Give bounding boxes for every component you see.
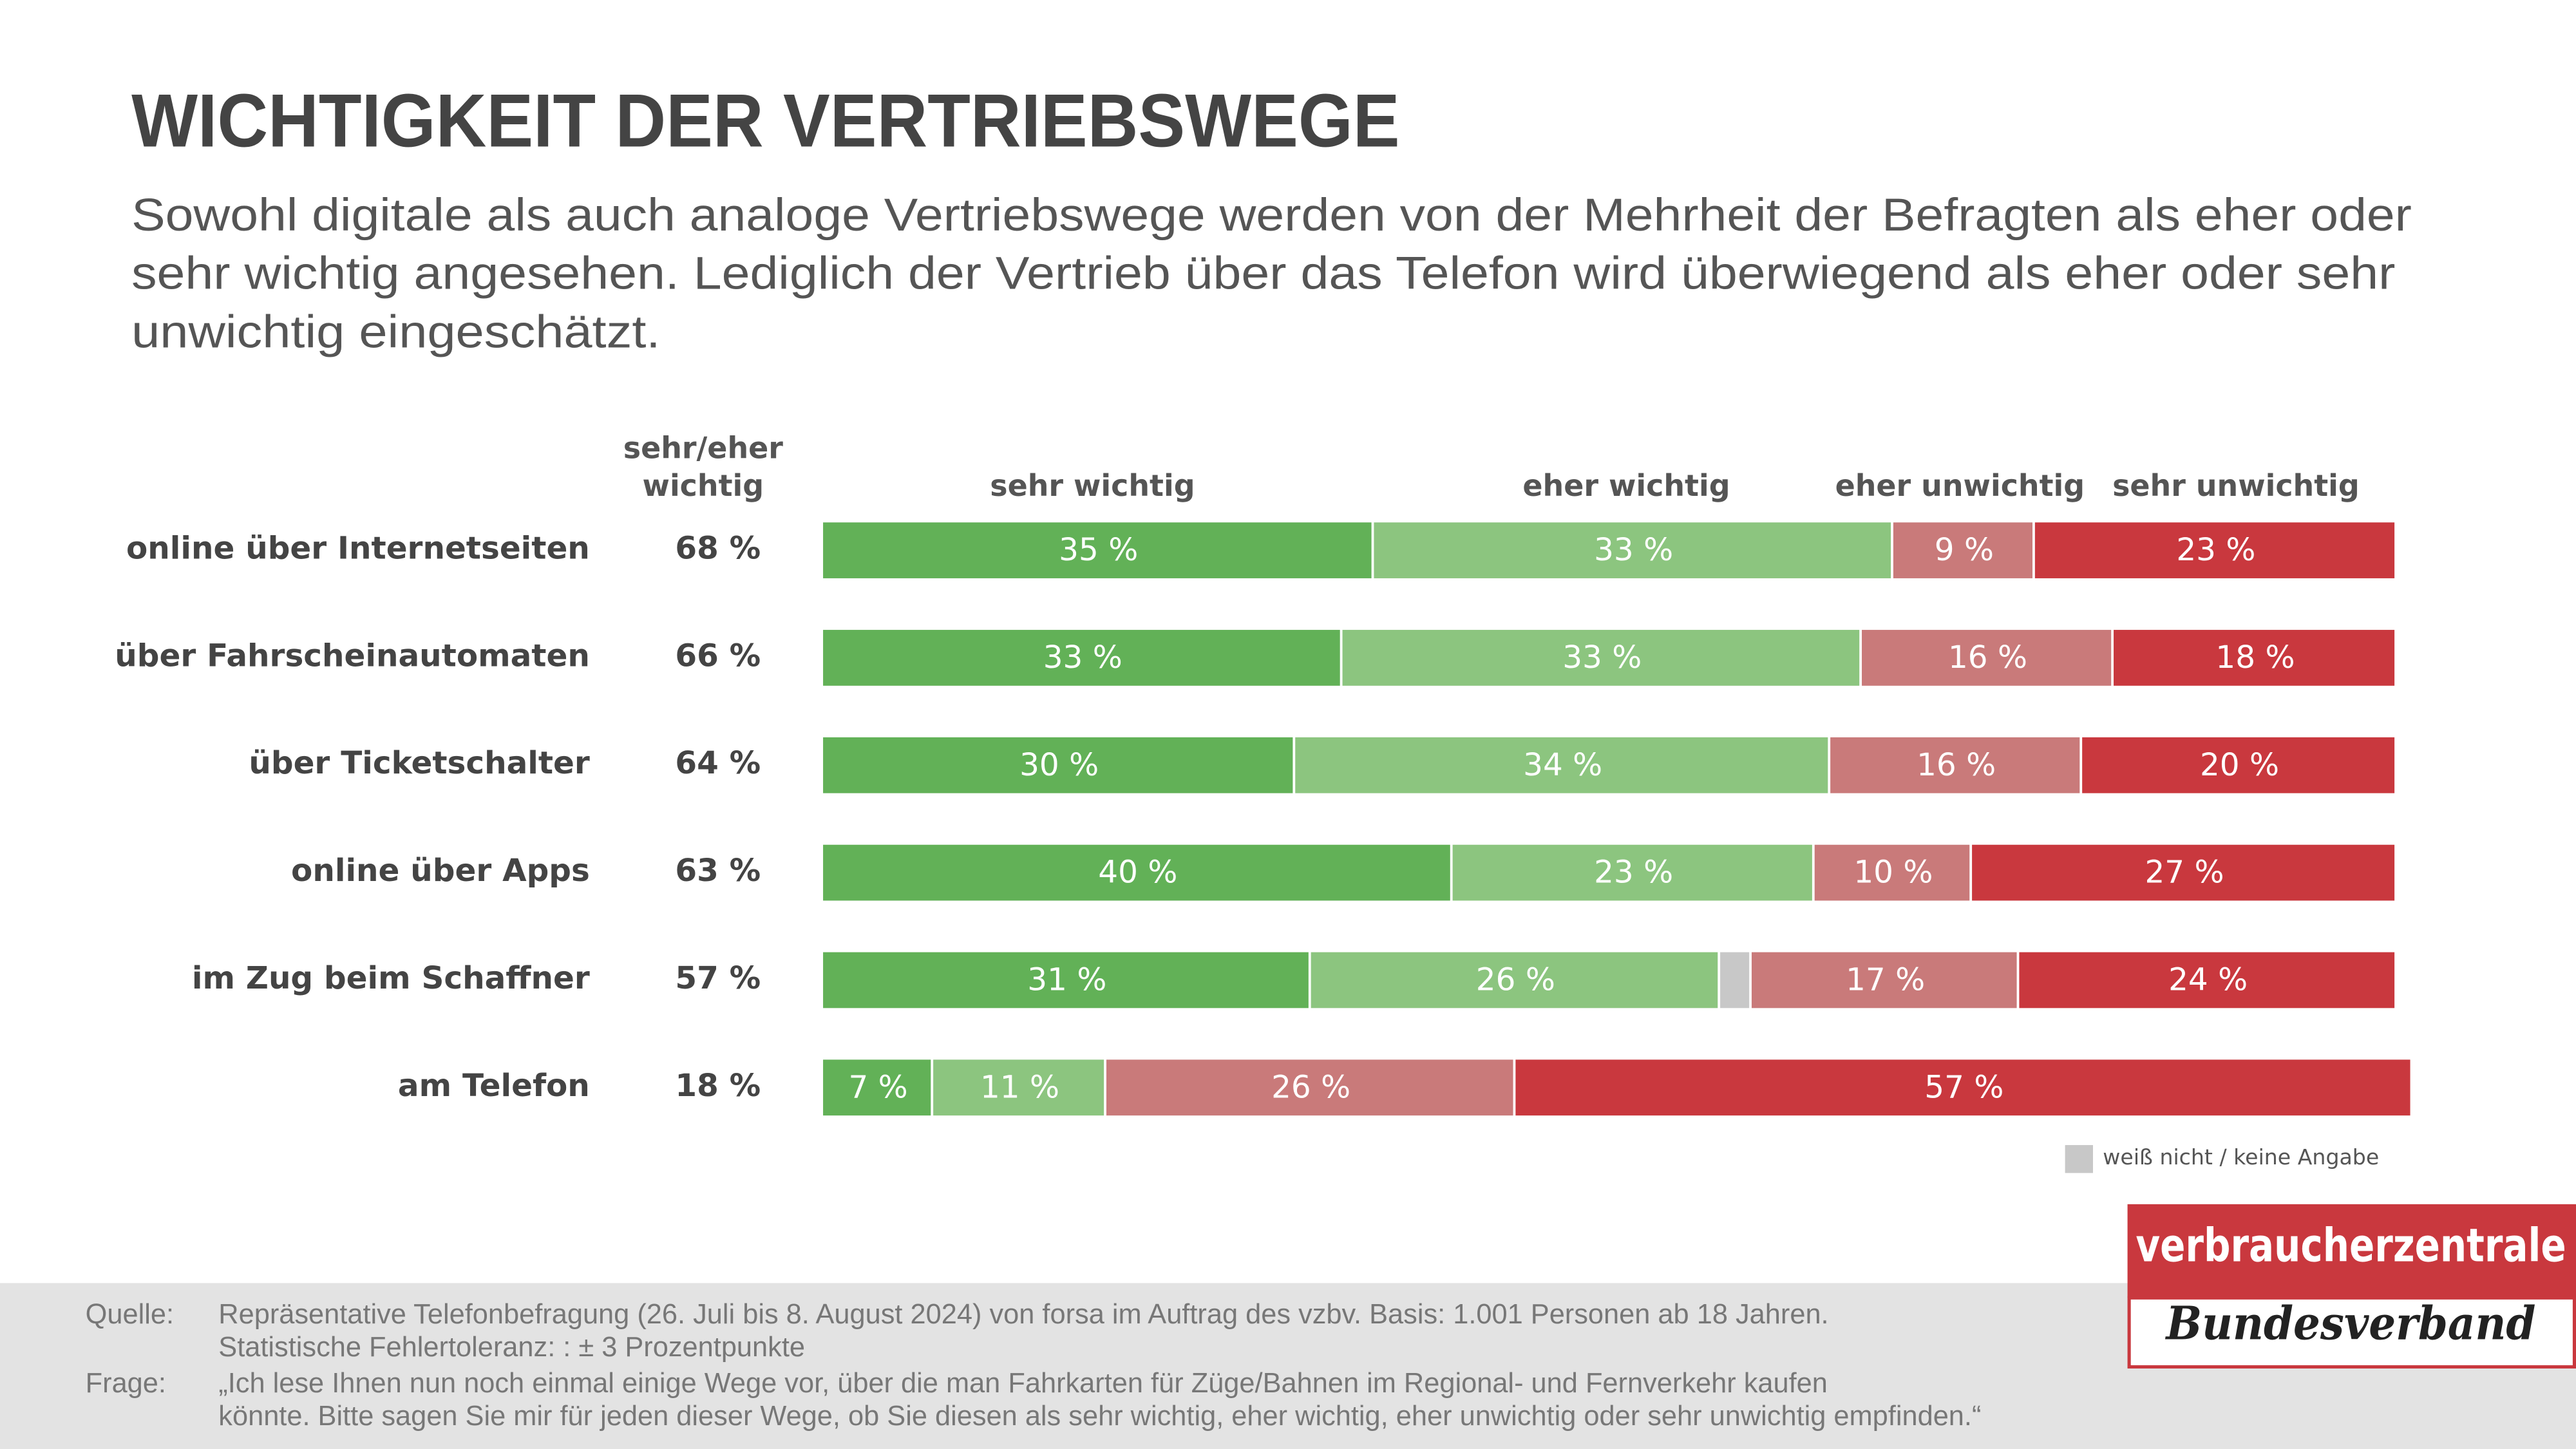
bar-segment: [823, 844, 1450, 901]
legend-label: weiß nicht / keine Angabe: [2103, 1144, 2379, 1170]
series-header: sehr unwichtig: [2112, 468, 2360, 503]
bar-segment: [1106, 1059, 1513, 1116]
bar-segment: [933, 1059, 1104, 1116]
value-label: 40 %: [1098, 855, 1177, 891]
footer-label: Quelle:: [86, 1299, 174, 1330]
category-label: online über Apps: [291, 853, 590, 889]
bar-segment: [1515, 1059, 2410, 1116]
total-label: 18 %: [675, 1068, 761, 1104]
logo-bottom: [2127, 1296, 2576, 1368]
value-label: 24 %: [2168, 961, 2248, 998]
footer-source: Statistische Fehlertoleranz: : ± 3 Proze…: [218, 1332, 805, 1363]
bar-segment: [1311, 952, 1718, 1009]
value-label: 26 %: [1476, 961, 1555, 998]
value-label: 34 %: [1523, 747, 1602, 783]
value-label: 7 %: [848, 1069, 907, 1105]
category-label: am Telefon: [398, 1068, 590, 1104]
chart-title: WICHTIGKEIT DER VERTRIEBSWEGE: [131, 78, 1399, 162]
bar-segment: [1862, 630, 2112, 686]
total-label: 66 %: [675, 638, 761, 674]
value-label: 33 %: [1562, 639, 1642, 676]
bar-segment: [1452, 844, 1812, 901]
value-label: 23 %: [1594, 855, 1673, 891]
value-label: 23 %: [2176, 532, 2255, 568]
total-label: 68 %: [675, 531, 761, 567]
bar-segment: [823, 522, 1372, 578]
value-label: 16 %: [1917, 747, 1996, 783]
value-label: 33 %: [1594, 532, 1673, 568]
category-label: im Zug beim Schaffner: [192, 960, 590, 996]
total-label: 57 %: [675, 960, 761, 996]
value-label: 20 %: [2200, 747, 2279, 783]
totals-header: sehr/eher: [623, 430, 783, 465]
category-label: über Ticketschalter: [249, 745, 590, 781]
bar-segment: [1972, 844, 2395, 901]
totals-header: wichtig: [643, 468, 764, 503]
bar-segment: [2114, 630, 2395, 686]
value-label: 35 %: [1059, 532, 1138, 568]
subtitle-line: Sowohl digitale als auch analoge Vertrie…: [131, 189, 2412, 241]
footer-label: Frage:: [86, 1368, 166, 1399]
value-label: 18 %: [2215, 639, 2295, 676]
bar-segment: [823, 952, 1309, 1009]
value-label: 30 %: [1019, 747, 1099, 783]
series-header: eher wichtig: [1522, 468, 1730, 503]
bar-segment: [2034, 522, 2395, 578]
total-label: 64 %: [675, 745, 761, 781]
value-label: 17 %: [1846, 961, 1925, 998]
footer-source: Repräsentative Telefonbefragung (26. Jul…: [218, 1299, 1828, 1330]
logo-name: verbraucherzentrale: [2136, 1218, 2566, 1272]
value-label: 33 %: [1043, 639, 1122, 676]
value-label: 10 %: [1853, 855, 1933, 891]
value-label: 31 %: [1027, 961, 1106, 998]
footer-question: „Ich lese Ihnen nun noch einmal einige W…: [218, 1368, 1828, 1399]
series-header: eher unwichtig: [1835, 468, 2085, 503]
bar-segment: [1830, 737, 2080, 793]
bar-segment: [823, 1059, 931, 1116]
subtitle-line: unwichtig eingeschätzt.: [131, 306, 660, 357]
bar-segment: [1751, 952, 2017, 1009]
bar-segment: [1893, 522, 2033, 578]
value-label: 9 %: [1935, 532, 1994, 568]
category-label: über Fahrscheinautomaten: [115, 638, 590, 674]
value-label: 16 %: [1948, 639, 2027, 676]
subtitle-line: sehr wichtig angesehen. Lediglich der Ve…: [131, 248, 2395, 299]
bar-segment: [1295, 737, 1828, 793]
bar-segment: [823, 737, 1293, 793]
bar-segment: [1720, 952, 1750, 1009]
logo-sub: Bundesverband: [2165, 1296, 2536, 1350]
category-label: online über Internetseiten: [126, 531, 590, 567]
bar-segment: [2019, 952, 2395, 1009]
value-label: 11 %: [980, 1069, 1059, 1105]
bar-segment: [1374, 522, 1891, 578]
logo-top: [2127, 1204, 2576, 1298]
legend-swatch: [2065, 1145, 2093, 1173]
value-label: 26 %: [1271, 1069, 1350, 1105]
total-label: 63 %: [675, 853, 761, 889]
bar-segment: [823, 630, 1340, 686]
bar-segment: [1342, 630, 1860, 686]
value-label: 57 %: [1924, 1069, 2003, 1105]
bar-segment: [2082, 737, 2395, 793]
bar-segment: [1814, 844, 1970, 901]
series-header: sehr wichtig: [990, 468, 1195, 503]
value-label: 27 %: [2145, 855, 2224, 891]
footer-question: könnte. Bitte sagen Sie mir für jeden di…: [218, 1401, 1981, 1432]
